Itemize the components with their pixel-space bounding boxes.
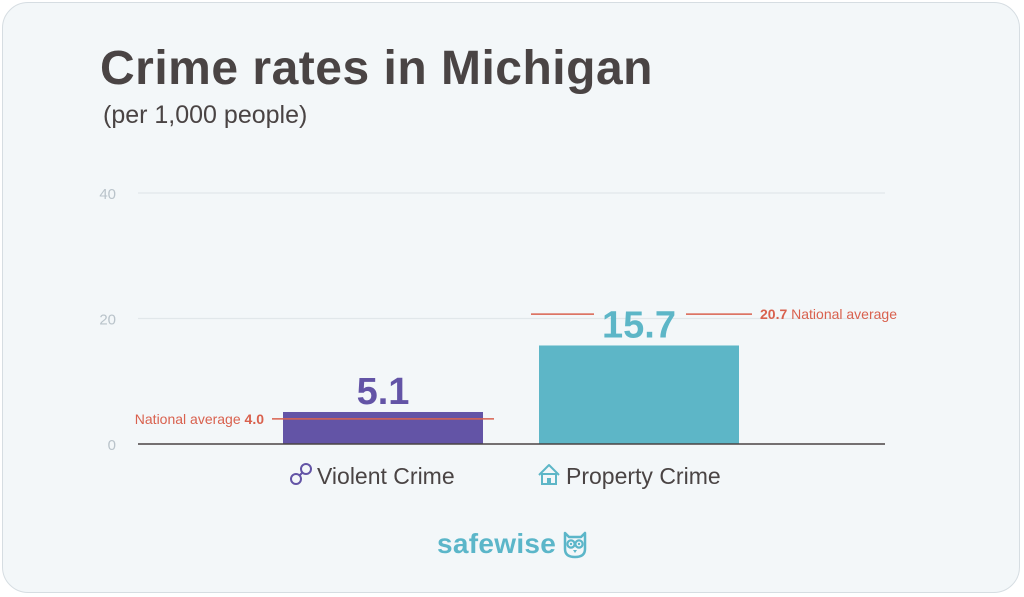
owl-icon — [563, 531, 587, 559]
house-icon — [538, 464, 560, 485]
y-tick-label: 40 — [99, 186, 116, 203]
bar — [283, 411, 483, 444]
brand-logo: safewise — [437, 528, 588, 560]
national-average-label: National average 4.0 — [135, 411, 264, 427]
y-tick-label: 20 — [99, 312, 116, 329]
chart-subtitle: (per 1,000 people) — [103, 101, 308, 129]
chart-title: Crime rates in Michigan — [100, 42, 653, 95]
x-category-label: Violent Crime — [317, 463, 455, 489]
bar — [539, 345, 739, 444]
y-tick-label: 0 — [108, 437, 116, 454]
bar-value-label: 15.7 — [602, 304, 676, 346]
bar-value-label: 5.1 — [357, 371, 410, 413]
x-category-label: Property Crime — [566, 463, 721, 489]
handcuffs-icon — [290, 463, 312, 485]
national-average-label: 20.7 National average — [760, 306, 897, 322]
brand-name: safewise — [437, 528, 557, 559]
